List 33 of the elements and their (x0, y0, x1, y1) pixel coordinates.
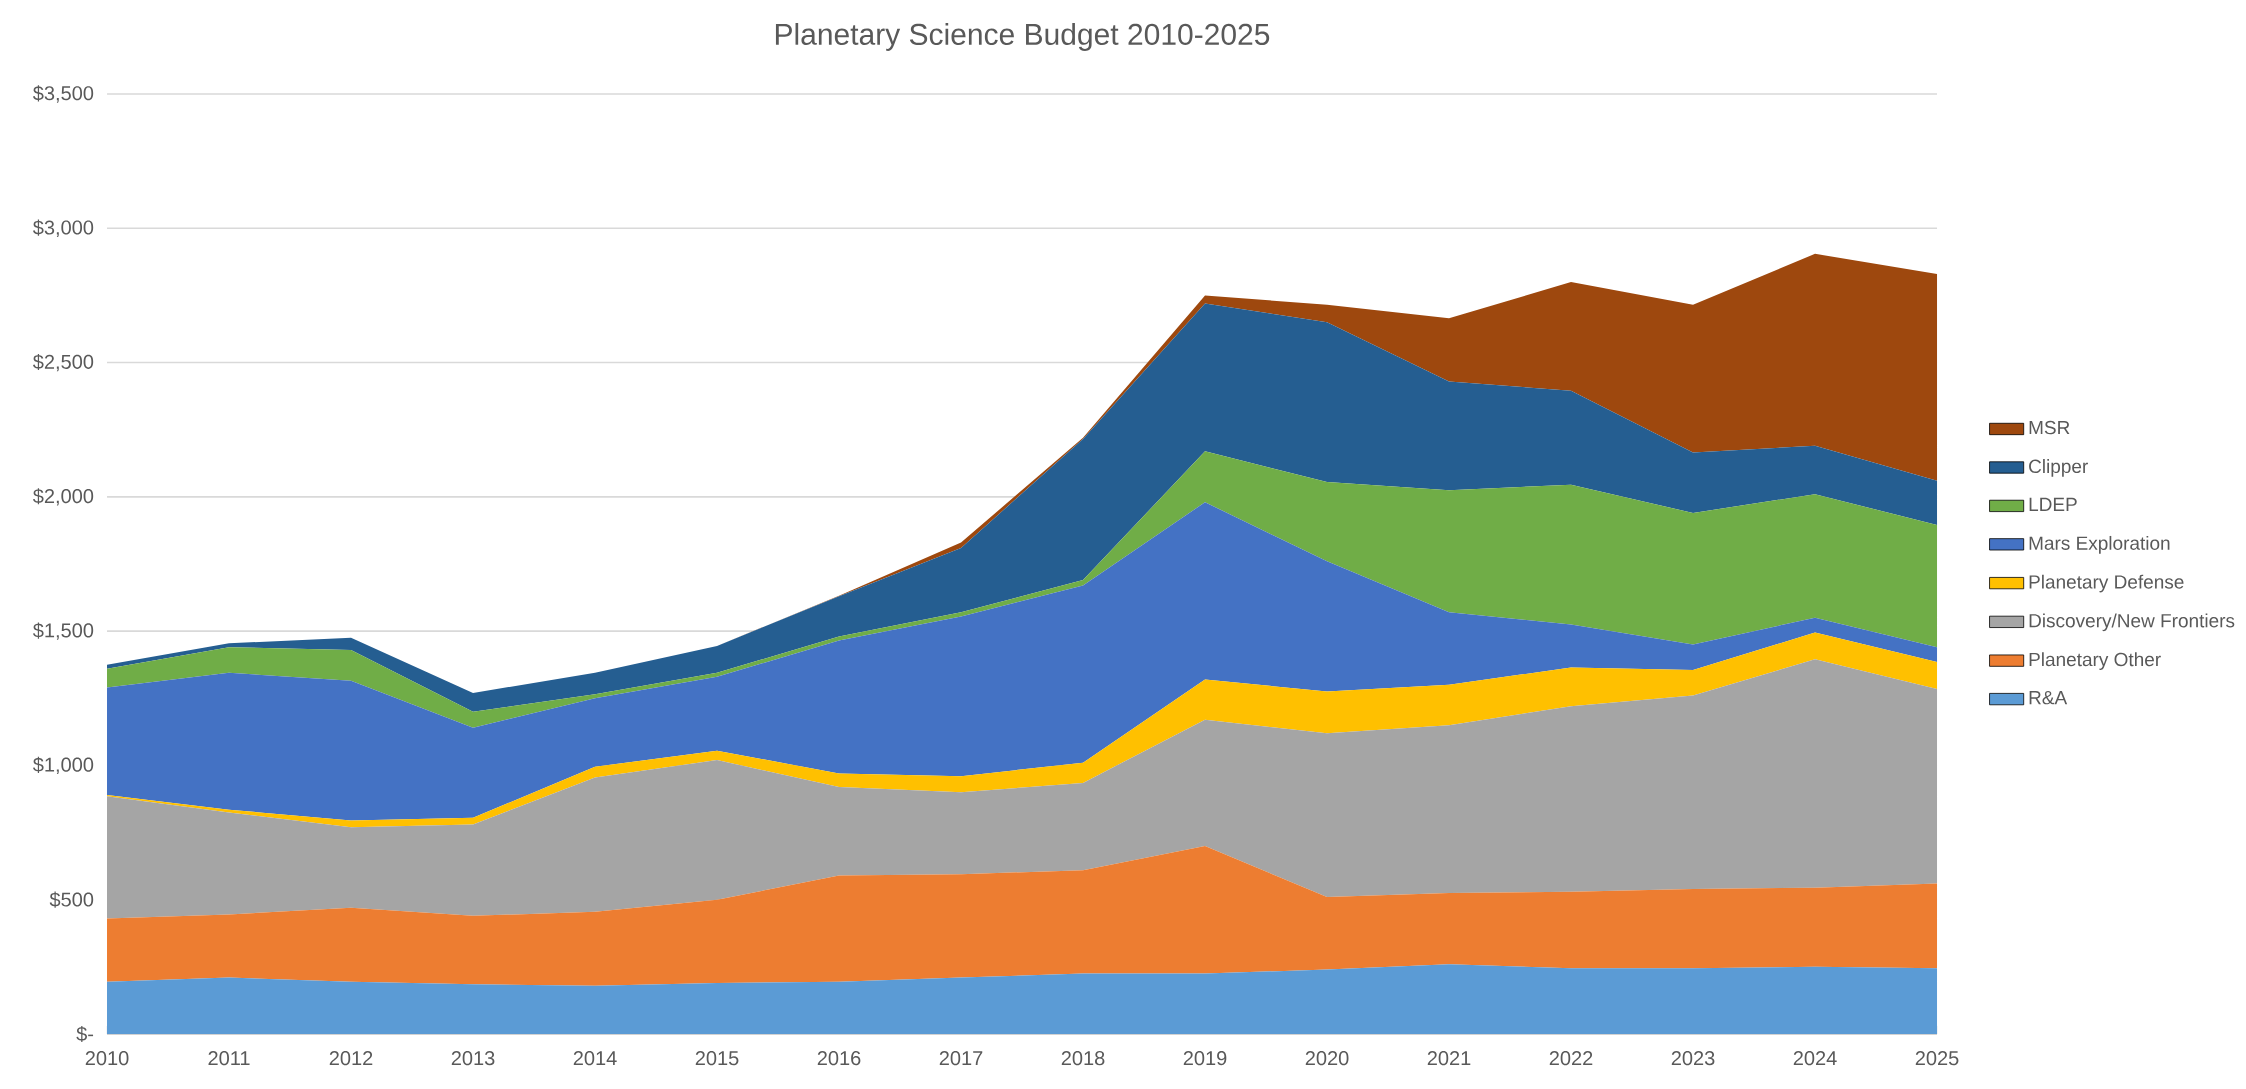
legend-label: MSR (2029, 420, 2070, 435)
x-tick-label: 2015 (695, 1051, 739, 1066)
x-tick-label: 2021 (1427, 1051, 1471, 1066)
y-tick-label: $2,000 (32, 488, 94, 506)
y-tick-label: $1,000 (32, 756, 94, 775)
y-tick-label: $1,500 (32, 622, 94, 640)
y-tick-label: $3,000 (32, 219, 94, 237)
legend-label: LDEP (2029, 497, 2077, 511)
x-tick-label: 2019 (1183, 1051, 1227, 1066)
y-tick-label: $- (76, 1025, 94, 1043)
x-tick-label: 2010 (85, 1051, 129, 1066)
legend-label: Discovery/New Frontiers (2029, 613, 2235, 632)
legend-label: Clipper (2029, 459, 2088, 477)
x-tick-label: 2017 (939, 1051, 983, 1066)
y-tick-label: $500 (49, 891, 94, 908)
x-tick-label: 2018 (1061, 1051, 1105, 1066)
chart-title: Planetary Science Budget 2010-2025 (775, 22, 1270, 51)
legend-label: Planetary Defense (2029, 574, 2184, 593)
x-tick-label: 2011 (208, 1051, 250, 1066)
legend-label: Planetary Other (2029, 652, 2161, 670)
legend-label: Mars Exploration (2029, 535, 2170, 554)
x-tick-label: 2025 (1915, 1051, 1959, 1066)
x-tick-label: 2024 (1793, 1051, 1837, 1066)
x-tick-label: 2020 (1305, 1051, 1349, 1066)
x-tick-label: 2022 (1549, 1051, 1593, 1066)
y-tick-label: $3,500 (32, 85, 94, 103)
x-tick-label: 2014 (573, 1051, 617, 1066)
y-tick-label: $2,500 (32, 353, 94, 372)
x-tick-label: 2012 (329, 1051, 373, 1066)
x-tick-label: 2023 (1671, 1051, 1715, 1066)
x-tick-label: 2013 (451, 1051, 495, 1066)
x-tick-label: 2016 (817, 1051, 861, 1066)
legend-label: R&A (2029, 691, 2068, 705)
